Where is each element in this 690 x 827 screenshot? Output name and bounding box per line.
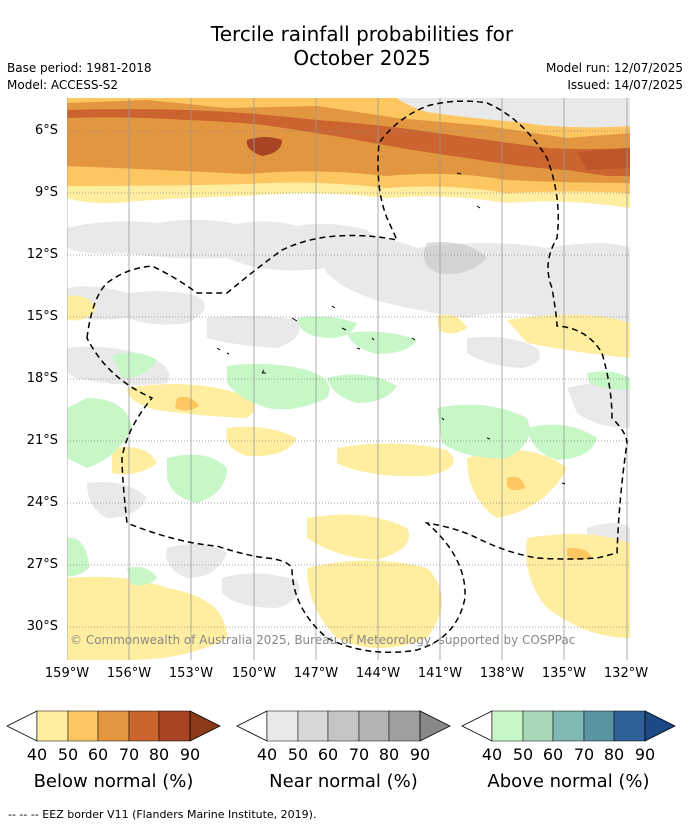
tick-label: 80 — [378, 745, 400, 764]
tick-label: 90 — [634, 745, 656, 764]
below-normal-region — [307, 514, 409, 560]
above-normal-region — [67, 537, 89, 577]
tick-label: 70 — [348, 745, 370, 764]
below-normal-region — [577, 148, 630, 170]
near-normal-region — [567, 383, 630, 428]
above-normal-region — [67, 398, 132, 468]
above-normal-region — [227, 363, 330, 410]
above-normal-region — [347, 331, 417, 354]
tick-label: 50 — [512, 745, 534, 764]
lon-label: 141°W — [417, 666, 463, 681]
lon-label: 147°W — [293, 666, 339, 681]
near-normal-region — [87, 482, 147, 518]
near-normal-region — [67, 219, 387, 271]
model-run: Model run: 12/07/2025 — [545, 61, 683, 75]
islands — [216, 172, 566, 485]
lon-label: 150°W — [231, 666, 277, 681]
below-normal-region — [567, 547, 592, 561]
eez-footnote: -- -- -- EEZ border V11 (Flanders Marine… — [8, 808, 317, 821]
tick-label: 70 — [573, 745, 595, 764]
near-normal-region — [423, 242, 487, 274]
above-normal-region — [587, 371, 630, 390]
above-normal-region — [437, 404, 530, 459]
below-normal-region — [507, 476, 525, 491]
lon-label: 156°W — [106, 666, 152, 681]
title-line-1: Tercile rainfall probabilities for — [210, 22, 514, 46]
right-meta: Model run: 12/07/2025 Issued: 14/07/2025 — [546, 60, 683, 94]
lat-label: 12°S — [26, 247, 58, 262]
lon-label: 132°W — [603, 666, 649, 681]
below-normal-region — [112, 447, 157, 475]
lat-label: 27°S — [26, 557, 58, 572]
tick-label: 40 — [481, 745, 503, 764]
near-normal-region — [397, 98, 630, 128]
tick-label: 80 — [603, 745, 625, 764]
below-normal-region — [437, 314, 467, 334]
lon-label: 144°W — [355, 666, 401, 681]
below-normal-region — [67, 295, 97, 321]
lat-label: 18°S — [26, 371, 58, 386]
lat-label: 15°S — [26, 309, 58, 324]
lat-label: 6°S — [34, 123, 58, 138]
tick-label: 40 — [256, 745, 278, 764]
lat-label: 24°S — [26, 495, 58, 510]
below-normal-region — [107, 111, 630, 176]
near-normal-title: Near normal (%) — [269, 771, 418, 792]
below-normal-region — [226, 426, 297, 457]
lat-label: 9°S — [34, 185, 58, 200]
below-normal-region — [307, 560, 442, 648]
below-normal-title: Below normal (%) — [33, 771, 194, 792]
base-period: Base period: 1981-2018 — [7, 61, 152, 75]
below-normal-region — [67, 576, 227, 660]
lat-label: 30°S — [26, 619, 58, 634]
chart-title: Tercile rainfall probabilities for Octob… — [0, 22, 690, 70]
below-normal-region — [175, 397, 199, 411]
above-normal-region — [327, 374, 397, 403]
tick-label: 90 — [409, 745, 431, 764]
near-normal-region — [222, 573, 300, 608]
below-normal-region — [526, 534, 630, 638]
near-normal-region — [467, 336, 540, 368]
colorbar-legends — [6, 710, 676, 742]
left-meta: Base period: 1981-2018 Model: ACCESS-S2 — [7, 60, 152, 94]
title-line-2: October 2025 — [293, 46, 431, 70]
tick-label: 70 — [118, 745, 140, 764]
tick-label: 40 — [26, 745, 48, 764]
issued-date: Issued: 14/07/2025 — [567, 78, 683, 92]
near-normal-region — [67, 286, 205, 325]
tick-label: 50 — [287, 745, 309, 764]
near-normal-region — [207, 315, 300, 348]
below-normal-region — [246, 137, 282, 156]
tick-label: 50 — [57, 745, 79, 764]
tick-label: 90 — [179, 745, 201, 764]
above-normal-colorbar — [461, 710, 676, 742]
map-svg — [67, 98, 630, 660]
lat-label: 21°S — [26, 433, 58, 448]
tick-label: 60 — [542, 745, 564, 764]
above-normal-title: Above normal (%) — [487, 771, 650, 792]
tick-label: 60 — [317, 745, 339, 764]
copyright-notice: © Commonwealth of Australia 2025, Bureau… — [70, 633, 576, 647]
near-normal-colorbar — [236, 710, 451, 742]
above-normal-region — [167, 454, 227, 503]
tick-label: 80 — [148, 745, 170, 764]
above-normal-region — [297, 316, 357, 338]
tick-label: 60 — [87, 745, 109, 764]
model-name: Model: ACCESS-S2 — [7, 78, 119, 92]
near-normal-region — [166, 544, 227, 578]
lon-label: 138°W — [479, 666, 525, 681]
lon-label: 135°W — [541, 666, 587, 681]
parallels — [67, 130, 630, 628]
probability-map — [67, 98, 630, 660]
above-normal-region — [112, 352, 157, 378]
above-normal-region — [527, 424, 597, 460]
above-normal-region — [127, 566, 157, 586]
below-normal-region — [507, 314, 630, 358]
lon-label: 153°W — [168, 666, 214, 681]
below-normal-colorbar — [6, 710, 221, 742]
lon-label: 159°W — [44, 666, 90, 681]
below-normal-region — [337, 443, 454, 477]
